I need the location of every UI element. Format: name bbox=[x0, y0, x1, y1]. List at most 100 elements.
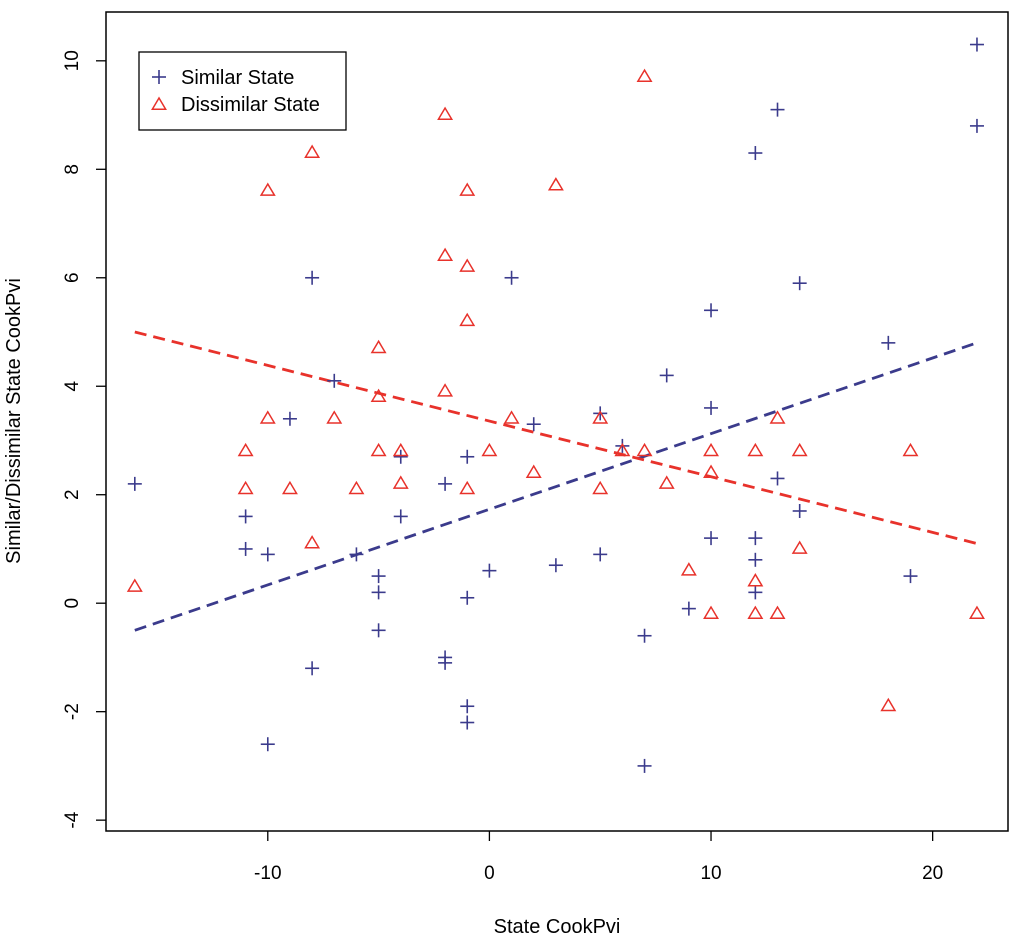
similar-point bbox=[615, 438, 630, 453]
similar-point bbox=[460, 699, 475, 714]
dissimilar-point bbox=[126, 578, 143, 592]
similar-point bbox=[460, 715, 475, 730]
similar-point bbox=[504, 270, 519, 285]
similar-point bbox=[371, 585, 386, 600]
similar-point bbox=[681, 601, 696, 616]
dissimilar-point bbox=[703, 442, 719, 457]
similar-point bbox=[704, 303, 719, 318]
y-tick-label: 2 bbox=[62, 489, 83, 500]
dissimilar-point bbox=[658, 475, 675, 489]
dissimilar-point bbox=[459, 258, 476, 272]
dissimilar-point bbox=[791, 442, 808, 457]
fit-line-dissimilar bbox=[134, 330, 978, 545]
dissimilar-point bbox=[769, 410, 786, 424]
similar-point bbox=[260, 737, 275, 752]
similar-point bbox=[748, 146, 763, 161]
similar-point bbox=[704, 531, 719, 546]
dissimilar-point bbox=[459, 182, 476, 196]
similar-point bbox=[349, 547, 364, 562]
y-tick-label: 4 bbox=[62, 381, 83, 392]
similar-point bbox=[659, 368, 674, 383]
dissimilar-point bbox=[237, 480, 254, 495]
dissimilar-point bbox=[525, 464, 542, 478]
similar-point bbox=[593, 547, 608, 562]
dissimilar-point bbox=[747, 573, 764, 587]
dissimilar-point bbox=[680, 562, 697, 576]
similar-point bbox=[460, 590, 475, 605]
similar-point bbox=[482, 563, 497, 578]
legend-similar-marker bbox=[152, 70, 166, 84]
similar-point bbox=[881, 335, 896, 350]
dissimilar-point bbox=[237, 442, 254, 457]
similar-point bbox=[438, 655, 453, 670]
similar-point bbox=[260, 547, 275, 562]
dissimilar-point bbox=[281, 480, 298, 495]
dissimilar-point bbox=[636, 442, 653, 457]
x-tick-label: 0 bbox=[484, 863, 495, 884]
dissimilar-point bbox=[437, 106, 454, 121]
y-tick-label: 10 bbox=[62, 50, 83, 71]
y-tick-label: -4 bbox=[62, 811, 83, 828]
similar-point bbox=[704, 400, 719, 415]
dissimilar-point bbox=[437, 383, 454, 397]
fit-lines bbox=[134, 330, 978, 632]
y-axis: -4 -2 0 2 4 6 8 10 bbox=[62, 50, 106, 829]
dissimilar-point bbox=[636, 68, 653, 83]
dissimilar-point bbox=[747, 605, 764, 619]
dissimilar-point bbox=[459, 480, 476, 495]
y-tick-label: 6 bbox=[62, 272, 83, 283]
dissimilar-point bbox=[304, 535, 321, 549]
plot-frame bbox=[105, 11, 1009, 832]
similar-point bbox=[438, 476, 453, 491]
similar-point bbox=[305, 661, 320, 676]
dissimilar-point bbox=[769, 605, 786, 619]
similar-point bbox=[238, 509, 253, 524]
y-axis-label: Similar/Dissimilar State CookPvi bbox=[3, 278, 25, 564]
fit-line-similar bbox=[134, 341, 978, 632]
similar-point bbox=[748, 585, 763, 600]
similar-point bbox=[637, 628, 652, 643]
similar-point bbox=[792, 503, 807, 518]
dissimilar-point bbox=[392, 475, 409, 489]
similar-point bbox=[770, 102, 785, 117]
dissimilar-point bbox=[259, 410, 276, 424]
x-tick-label: -10 bbox=[254, 863, 281, 884]
dissimilar-point bbox=[503, 410, 520, 424]
x-axis: -10 0 10 20 bbox=[254, 831, 943, 884]
x-tick-label: 20 bbox=[922, 863, 943, 884]
similar-point bbox=[637, 758, 652, 773]
dissimilar-point bbox=[370, 442, 387, 457]
similar-point bbox=[371, 623, 386, 638]
legend-label: Similar State bbox=[181, 67, 294, 89]
dissimilar-point bbox=[370, 339, 387, 354]
dissimilar-point bbox=[592, 480, 609, 495]
legend-dissimilar-marker bbox=[151, 96, 167, 110]
dissimilar-point bbox=[304, 144, 321, 158]
data-points bbox=[126, 37, 985, 773]
dissimilar-point bbox=[791, 540, 808, 554]
dissimilar-point bbox=[703, 464, 719, 478]
dissimilar-point bbox=[348, 480, 365, 495]
dissimilar-point bbox=[259, 182, 276, 196]
similar-point bbox=[460, 449, 475, 464]
similar-point bbox=[969, 37, 984, 52]
legend-label: Dissimilar State bbox=[181, 94, 320, 116]
similar-point bbox=[305, 270, 320, 285]
similar-point bbox=[548, 558, 563, 573]
x-axis-label: State CookPvi bbox=[494, 916, 621, 938]
y-tick-label: 0 bbox=[62, 598, 83, 609]
similar-point bbox=[393, 449, 408, 464]
dissimilar-point bbox=[614, 442, 631, 457]
dissimilar-point bbox=[547, 177, 564, 191]
similar-point bbox=[282, 411, 297, 426]
dissimilar-point bbox=[902, 442, 919, 457]
legend: Similar State Dissimilar State bbox=[138, 51, 347, 131]
dissimilar-point bbox=[392, 442, 409, 457]
dissimilar-point bbox=[437, 247, 454, 262]
similar-point bbox=[371, 569, 386, 584]
y-tick-label: -2 bbox=[62, 703, 83, 720]
similar-point bbox=[127, 476, 142, 491]
dissimilar-point bbox=[703, 605, 719, 619]
similar-point bbox=[903, 569, 918, 584]
